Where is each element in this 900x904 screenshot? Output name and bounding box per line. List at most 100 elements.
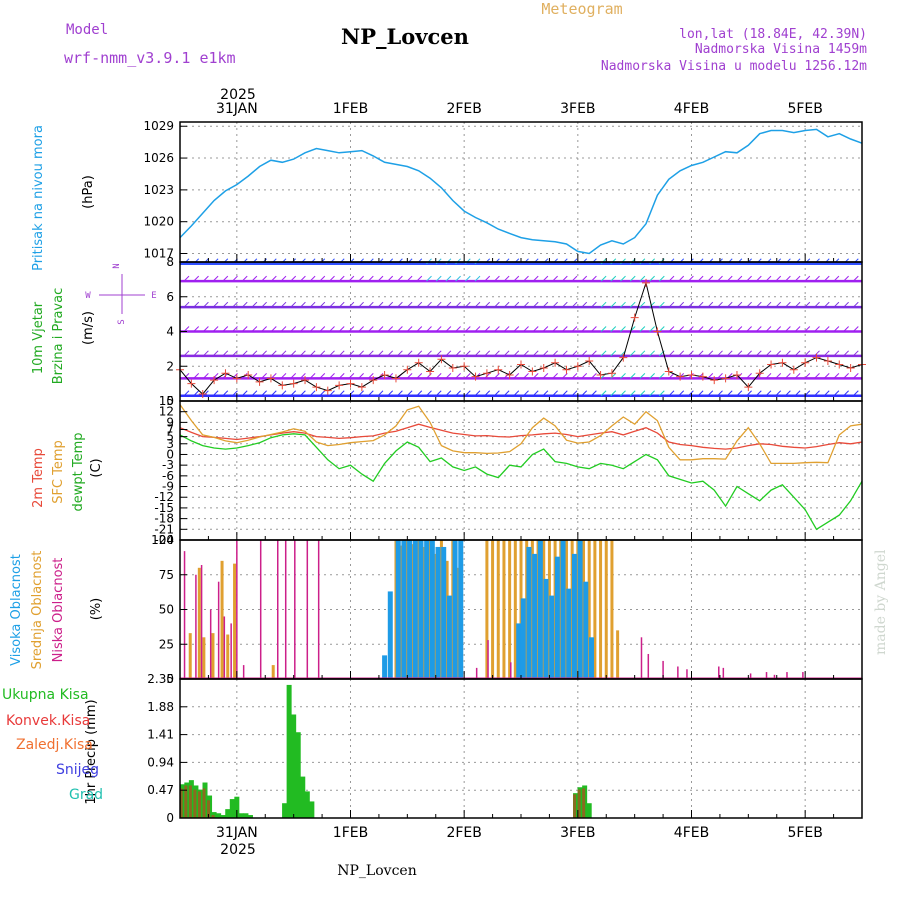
wind-barb xyxy=(852,350,859,357)
wind-barb xyxy=(416,258,423,265)
wind-barb xyxy=(726,350,733,357)
wind-barb xyxy=(251,390,258,397)
wind-barb xyxy=(658,275,665,282)
x-tick-label-bottom: 4FEB xyxy=(674,825,709,841)
wind-barb xyxy=(620,373,626,379)
wind-speed-marker xyxy=(289,379,298,388)
wind-barb xyxy=(843,258,849,265)
wind-barb xyxy=(765,275,772,282)
wind-barb xyxy=(707,275,714,282)
wind-barb xyxy=(435,350,442,357)
wind-barb xyxy=(377,275,384,282)
wind-barb xyxy=(775,350,782,357)
cloud-low-bar xyxy=(647,653,650,679)
wind-barb xyxy=(571,390,578,397)
wind-barb xyxy=(775,301,782,308)
wind-barb xyxy=(697,350,704,357)
wind-barb xyxy=(785,258,791,265)
wind-barb xyxy=(300,326,306,332)
wind-barb xyxy=(387,350,394,357)
cloud-low-bar xyxy=(662,660,664,679)
wind-barb xyxy=(464,373,471,379)
wind-speed-marker xyxy=(744,383,753,392)
wind-barb xyxy=(600,275,607,282)
cloud-high-bar xyxy=(549,595,555,679)
wind-barb xyxy=(387,258,394,265)
compass-w-label: W xyxy=(85,291,91,301)
wind-barb xyxy=(319,373,326,379)
wind-barb xyxy=(270,350,277,357)
wind-barb xyxy=(823,390,830,397)
wind-ylabel-2: Brzina i Pravac xyxy=(51,288,66,385)
wind-barb xyxy=(765,350,772,357)
y-tick-label: 3 xyxy=(166,437,174,451)
wind-barb xyxy=(367,373,374,379)
cloud-low-bar xyxy=(277,540,279,679)
wind-barb xyxy=(309,275,316,282)
coordinates-text: lon,lat (18.84E, 42.39N) xyxy=(679,27,867,42)
wind-barb xyxy=(377,390,384,397)
frame-layer xyxy=(179,121,863,819)
wind-barb xyxy=(503,275,510,282)
wind-barb xyxy=(804,301,811,308)
precip-convective-bar xyxy=(197,791,201,818)
wind-barb xyxy=(765,390,772,397)
wind-barb xyxy=(222,350,229,357)
wind-speed-marker xyxy=(482,369,491,378)
wind-barb xyxy=(348,390,355,397)
wind-barb xyxy=(464,326,471,332)
cloud-high-bar xyxy=(560,540,566,679)
wind-barb xyxy=(736,275,743,282)
wind-barb xyxy=(270,258,277,265)
wind-unit-label: (m/s) xyxy=(81,311,96,345)
wind-barb xyxy=(455,350,461,357)
wind-barb xyxy=(203,326,209,332)
wind-barb xyxy=(464,258,471,265)
precip-total-bar xyxy=(225,809,231,818)
cloud-high-bar xyxy=(526,546,532,679)
wind-barb xyxy=(639,301,646,308)
cloud-mid-bar xyxy=(496,540,500,679)
wind-barb xyxy=(406,275,413,282)
wind-barb xyxy=(804,258,811,265)
wind-barb xyxy=(503,258,510,265)
cloud-high-bar xyxy=(516,623,522,679)
wind-barb xyxy=(785,275,791,282)
top-year-label: 2025 xyxy=(220,87,256,103)
wind-barb xyxy=(823,258,830,265)
wind-barb xyxy=(726,275,733,282)
precip-convective-bar xyxy=(193,789,197,818)
cloud-low-bar xyxy=(487,640,489,679)
wind-speed-marker xyxy=(721,374,730,383)
wind-barb xyxy=(571,350,578,357)
wind-barb xyxy=(241,390,248,397)
cloud-low-bar xyxy=(183,551,186,679)
wind-barb xyxy=(241,350,248,357)
wind-barb xyxy=(591,390,597,397)
wind-barb xyxy=(639,390,646,397)
wind-barb xyxy=(426,326,432,332)
wind-barb xyxy=(406,350,413,357)
wind-barb xyxy=(726,390,733,397)
wind-barb xyxy=(717,350,723,357)
wind-barb xyxy=(552,350,558,357)
cloud-high-bar xyxy=(412,540,418,679)
wind-barb xyxy=(300,275,306,282)
wind-barb xyxy=(377,258,384,265)
wind-barb xyxy=(474,301,481,308)
wind-barb xyxy=(193,258,200,265)
wind-speed-marker xyxy=(323,386,332,395)
y-tick-label: 0 xyxy=(166,394,174,408)
wind-barb xyxy=(794,390,801,397)
wind-barb xyxy=(367,301,374,308)
wind-barb xyxy=(203,258,209,265)
wind-barb xyxy=(513,326,520,332)
model-label: Model xyxy=(66,22,108,38)
compass-e-label: E xyxy=(151,291,156,301)
wind-barb xyxy=(329,258,335,265)
wind-barb xyxy=(270,390,277,397)
wind-barb xyxy=(649,350,655,357)
wind-barb xyxy=(688,275,694,282)
cloud-high-bar xyxy=(441,546,447,679)
wind-speed-marker xyxy=(232,374,241,383)
